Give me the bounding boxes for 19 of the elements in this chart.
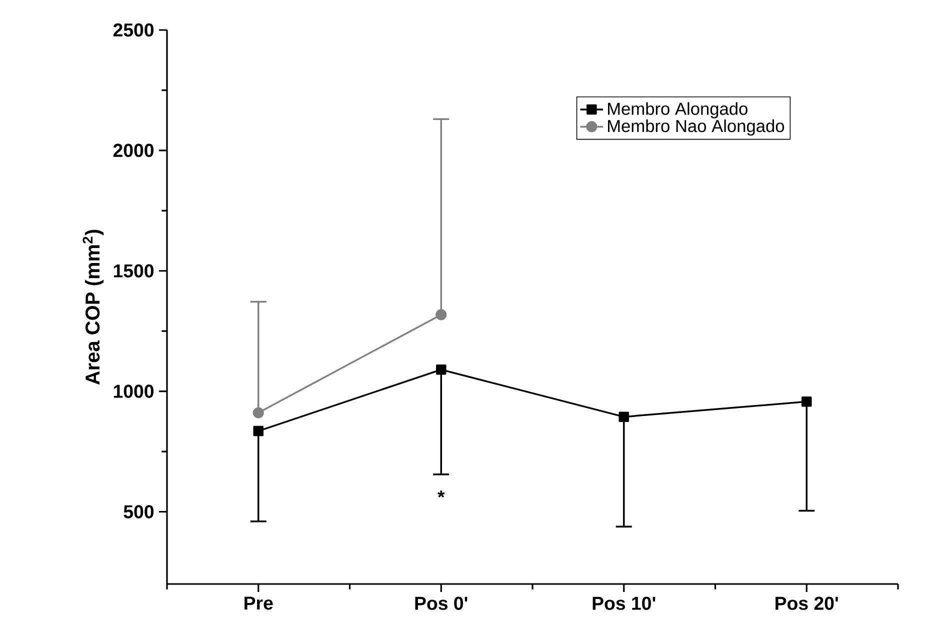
y-tick-label: 2500 — [113, 23, 154, 37]
y-tick-label: 1000 — [114, 384, 154, 398]
y-tick-label: 2000 — [113, 144, 154, 158]
x-tick-label: Pos 20' — [776, 596, 838, 610]
point — [436, 309, 447, 320]
point — [252, 407, 264, 418]
annotation: * — [438, 490, 445, 498]
point — [253, 426, 264, 436]
x-tick-label: Pos 0' — [415, 596, 468, 610]
x-tick-label: Pos 10' — [592, 596, 656, 610]
legend-label: Membro Alongado — [608, 102, 748, 118]
y-tick-label: 500 — [124, 505, 154, 518]
point — [802, 396, 812, 407]
legend-label: Membro Nao Alongado — [608, 119, 784, 136]
point — [618, 412, 630, 422]
point — [436, 364, 446, 375]
x-tick-label: Pre — [244, 596, 273, 610]
y-tick-label: 1500 — [114, 264, 154, 278]
y-axis-title: Area COP (mm$^{2}$) — [82, 230, 104, 385]
